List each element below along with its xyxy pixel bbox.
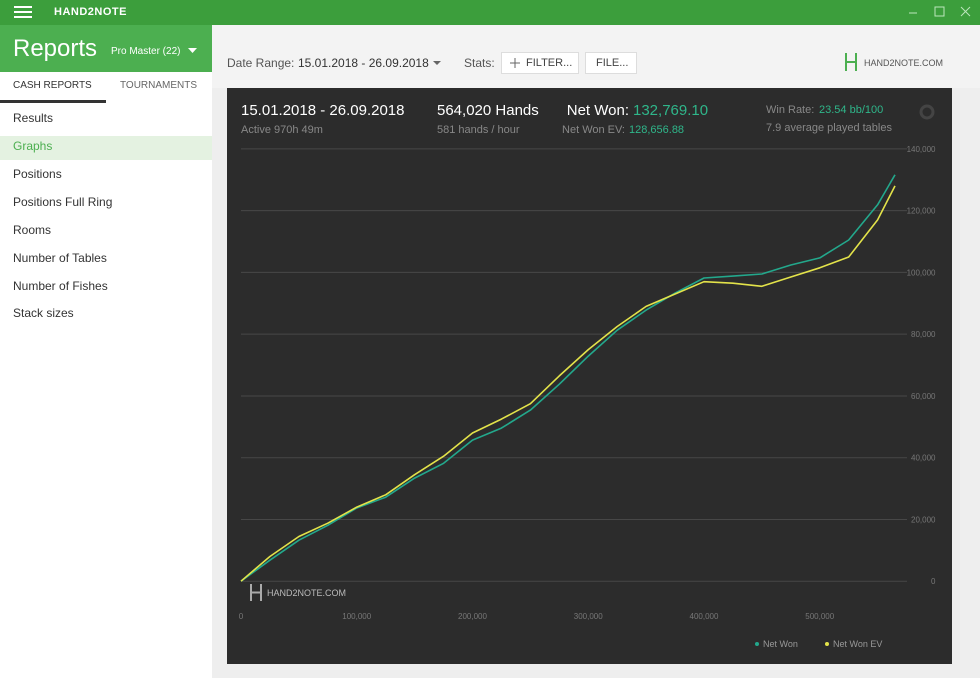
menu-item[interactable]: Rooms — [13, 223, 52, 237]
x-tick-label: 200,000 — [458, 612, 487, 621]
watermark-logo — [250, 584, 262, 601]
chart: 15.01.2018 - 26.09.2018 Active 970h 49m … — [239, 102, 936, 649]
y-tick-label: 60,000 — [911, 392, 936, 401]
win-rate: 23.54 bb/100 — [819, 104, 883, 116]
hands: 564,020 Hands — [437, 102, 539, 119]
menu-item[interactable]: Results — [13, 111, 54, 125]
hands-per-hour: 581 hands / hour — [437, 124, 520, 136]
tab-tournaments[interactable]: TOURNAMENTS — [120, 80, 198, 91]
tab-indicator — [0, 100, 106, 103]
menu-item[interactable]: Number of Fishes — [13, 279, 108, 293]
y-tick-label: 80,000 — [911, 330, 936, 339]
y-tick-label: 40,000 — [911, 454, 936, 463]
win-rate-label: Win Rate: — [766, 104, 814, 116]
net-won-label: Net Won: — [567, 102, 629, 119]
reports-header: Reports Pro Master (22) — [0, 25, 212, 72]
menu-item[interactable]: Positions Full Ring — [13, 195, 113, 209]
legend-marker — [825, 642, 829, 646]
date-range[interactable]: 15.01.2018 - 26.09.2018 — [298, 56, 429, 70]
brand-logo — [845, 53, 857, 71]
active-time: Active 970h 49m — [241, 124, 323, 136]
filter-button[interactable]: FILTER... — [501, 52, 579, 74]
menu-item[interactable]: Graphs — [13, 139, 53, 153]
toolbar: Date Range: 15.01.2018 - 26.09.2018 Stat… — [212, 25, 980, 88]
window-controls[interactable] — [905, 4, 975, 20]
x-tick-label: 100,000 — [342, 612, 371, 621]
legend-label: Net Won EV — [833, 639, 882, 649]
settings-icon[interactable] — [919, 104, 935, 120]
watermark: HAND2NOTE.COM — [267, 588, 346, 598]
menu-item[interactable]: Positions — [13, 167, 62, 181]
menu-icon[interactable] — [14, 6, 32, 19]
menu-item[interactable]: Number of Tables — [13, 251, 107, 265]
legend-label: Net Won — [763, 639, 798, 649]
y-tick-label: 140,000 — [907, 145, 936, 154]
title-bar: HAND2NOTE — [0, 0, 980, 25]
menu-item[interactable]: Stack sizes — [13, 306, 74, 320]
legend-marker — [755, 642, 759, 646]
x-tick-label: 400,000 — [690, 612, 719, 621]
y-tick-label: 100,000 — [907, 268, 936, 277]
date-range-label: Date Range: — [227, 56, 295, 70]
series-line — [240, 174, 896, 582]
x-tick-label: 0 — [239, 612, 244, 621]
series-line — [240, 185, 896, 582]
net-won-ev: 128,656.88 — [629, 124, 684, 136]
tables: 7.9 average played tables — [766, 122, 892, 134]
plus-icon — [510, 58, 520, 68]
page-title: Reports — [13, 35, 98, 62]
period: 15.01.2018 - 26.09.2018 — [241, 102, 404, 119]
graph-panel: 15.01.2018 - 26.09.2018 Active 970h 49m … — [227, 88, 952, 664]
net-won-ev-label: Net Won EV: — [562, 124, 625, 136]
brand: HAND2NOTE.COM — [864, 58, 944, 68]
selected-bg — [0, 136, 212, 160]
dropdown-arrow — [433, 61, 441, 65]
stats-label: Stats: — [464, 56, 495, 70]
y-tick-label: 120,000 — [907, 207, 936, 216]
y-tick-label: 0 — [931, 577, 936, 586]
dropdown-arrow — [188, 48, 197, 53]
x-tick-label: 300,000 — [574, 612, 603, 621]
net-won: 132,769.10 — [633, 102, 708, 119]
player-select[interactable]: Pro Master (22) — [111, 46, 181, 57]
y-tick-label: 20,000 — [911, 515, 936, 524]
sidebar: CASH REPORTS TOURNAMENTS Results Graphs … — [0, 72, 212, 678]
file-button[interactable]: FILE... — [585, 52, 637, 74]
app-title: HAND2NOTE — [54, 6, 127, 18]
tab-cash[interactable]: CASH REPORTS — [13, 80, 92, 91]
x-tick-label: 500,000 — [805, 612, 834, 621]
